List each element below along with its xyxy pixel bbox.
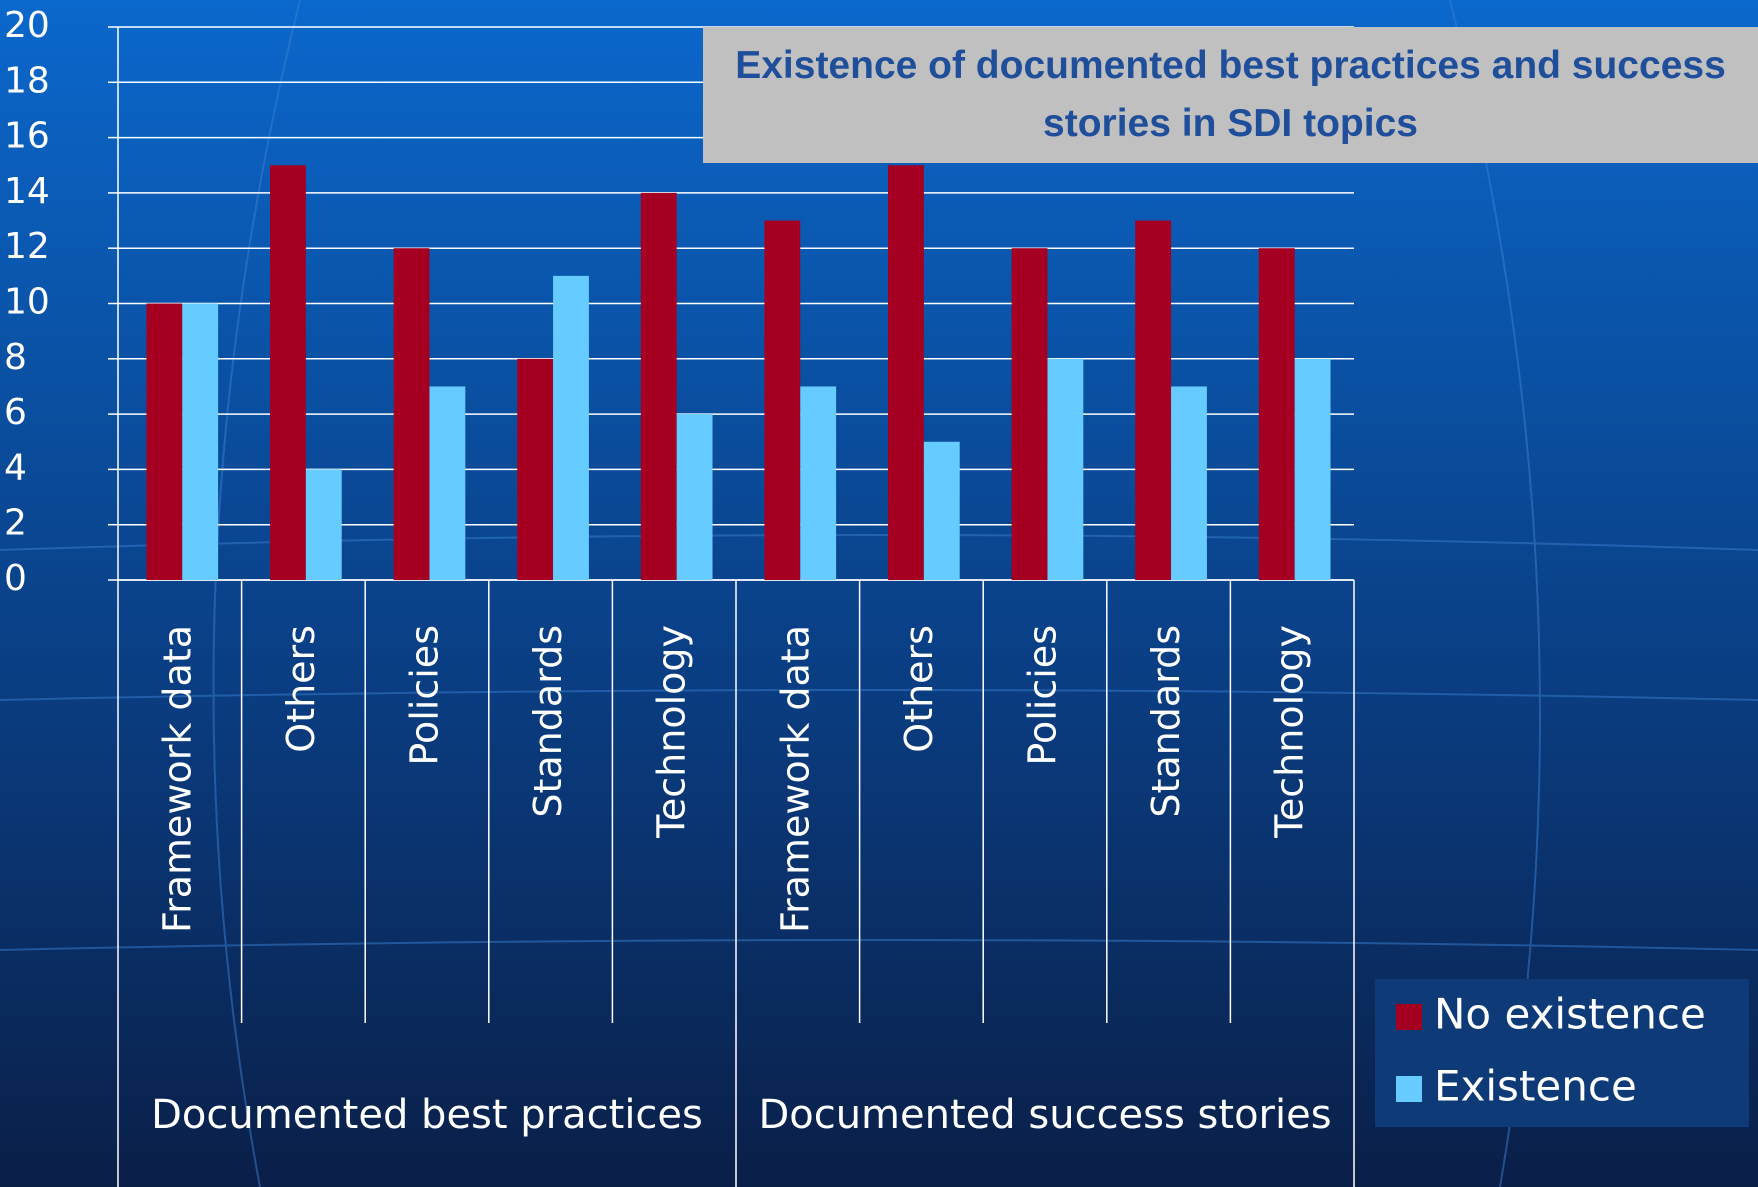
- legend-swatch: [1396, 1076, 1422, 1102]
- x-tick-label: Framework data: [773, 625, 817, 933]
- x-tick-label: Others: [279, 625, 323, 753]
- legend-box: [1375, 979, 1749, 1127]
- y-tick-label: 2: [4, 503, 27, 544]
- y-tick-label: 12: [4, 226, 50, 267]
- y-tick-label: 8: [4, 337, 27, 378]
- bar: [923, 441, 960, 580]
- bar: [517, 358, 554, 580]
- y-tick-label: 0: [4, 558, 27, 599]
- bar: [888, 165, 924, 580]
- bar: [676, 414, 713, 580]
- group-label-wrap: Documented success stories: [758, 1092, 1332, 1138]
- bar: [429, 386, 466, 580]
- legend-label: Existence: [1434, 1062, 1637, 1111]
- x-tick-label: Others: [897, 625, 941, 753]
- bar: [393, 248, 430, 580]
- group-label: Documented best practices: [151, 1092, 703, 1138]
- title-box: [703, 27, 1758, 163]
- x-tick-label: Framework data: [155, 625, 199, 933]
- y-tick-label: 18: [4, 60, 50, 101]
- chart-title: Existence of documented best practices a…: [735, 44, 1726, 145]
- bar: [1258, 248, 1295, 580]
- bar: [764, 220, 801, 581]
- bar: [1047, 358, 1084, 580]
- y-tick-label: 10: [4, 282, 50, 323]
- x-tick-label: Policies: [1021, 625, 1065, 766]
- y-tick-label: 6: [4, 392, 27, 433]
- bar: [182, 303, 219, 580]
- bar: [1171, 386, 1207, 580]
- bar: [1294, 358, 1331, 580]
- x-tick-label: Technology: [1268, 625, 1312, 839]
- group-label-wrap: Documented best practices: [151, 1092, 703, 1138]
- legend-swatch: [1396, 1004, 1422, 1030]
- x-tick-label: Policies: [403, 625, 447, 766]
- y-tick-label: 20: [4, 5, 50, 46]
- y-tick-label: 4: [4, 447, 27, 488]
- bar: [1135, 220, 1172, 581]
- y-tick-label: 16: [4, 116, 50, 157]
- x-tick-label: Standards: [526, 625, 570, 818]
- bar: [640, 192, 677, 580]
- bar: [553, 275, 589, 580]
- bar: [1011, 248, 1048, 580]
- title-wrap: Existence of documented best practices a…: [735, 44, 1726, 145]
- bar: [270, 165, 306, 580]
- group-label: Documented success stories: [758, 1092, 1332, 1138]
- bar: [146, 303, 183, 580]
- y-tick-label: 14: [4, 171, 50, 212]
- x-tick-label: Technology: [650, 625, 694, 839]
- bar: [800, 386, 837, 580]
- legend-label: No existence: [1434, 990, 1706, 1039]
- bar: [305, 469, 342, 580]
- x-tick-label: Standards: [1144, 625, 1188, 818]
